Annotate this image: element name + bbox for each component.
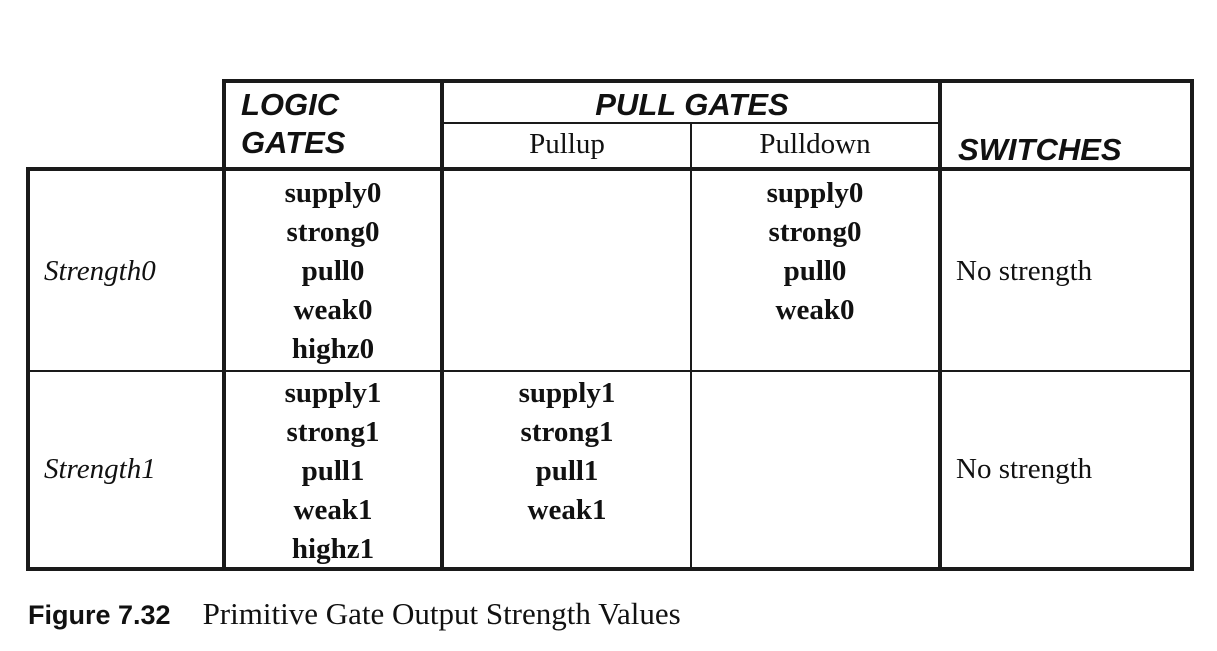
logic-gates-header-line2: GATES <box>241 125 346 160</box>
logic-gates-header: LOGIC GATES <box>241 86 346 162</box>
strength1-pullup-value: supply1 <box>518 377 616 409</box>
label-column-divider <box>222 79 226 571</box>
strength1-switches: No strength <box>956 453 1093 485</box>
strength1-logic-value: pull1 <box>301 455 365 487</box>
pull-column-divider <box>938 79 942 571</box>
logic-gates-header-line1: LOGIC <box>241 87 340 122</box>
strength1-pullup-value: weak1 <box>527 494 607 526</box>
figure-number: Figure 7.32 <box>28 600 171 630</box>
pullup-column-divider <box>690 122 692 571</box>
strength1-pullup-value: pull1 <box>535 455 599 487</box>
pulldown-header: Pulldown <box>759 128 871 160</box>
strength1-logic-value: weak1 <box>293 494 373 526</box>
strength1-logic-value: supply1 <box>284 377 382 409</box>
strength1-pullup: supply1 strong1 pull1 weak1 <box>444 374 690 530</box>
logic-column-divider <box>440 79 444 571</box>
header-bottom-border <box>26 167 1194 171</box>
table-top-border <box>222 79 1194 83</box>
strength0-switches: No strength <box>956 255 1093 287</box>
table-left-border <box>26 167 30 571</box>
strength0-logic-value: supply0 <box>284 177 382 209</box>
strength0-pulldown-value: weak0 <box>775 294 855 326</box>
figure-caption: Figure 7.32 Primitive Gate Output Streng… <box>28 596 681 632</box>
strength1-pullup-value: strong1 <box>520 416 614 448</box>
strength1-logic-value: strong1 <box>286 416 380 448</box>
row-label-strength1: Strength1 <box>44 453 156 485</box>
strength0-logic-gates: supply0 strong0 pull0 weak0 highz0 <box>226 174 440 369</box>
pull-gates-header: PULL GATES <box>595 87 789 122</box>
pullup-header: Pullup <box>529 128 605 160</box>
strength0-pulldown-value: pull0 <box>783 255 847 287</box>
row-label-strength0: Strength0 <box>44 255 156 287</box>
row-divider <box>26 370 1194 372</box>
strength0-logic-value: pull0 <box>301 255 365 287</box>
strength1-logic-value: highz1 <box>291 533 375 565</box>
strength1-logic-gates: supply1 strong1 pull1 weak1 highz1 <box>226 374 440 569</box>
switches-header: SWITCHES <box>958 132 1122 167</box>
strength0-logic-value: strong0 <box>286 216 380 248</box>
strength0-logic-value: highz0 <box>291 333 375 365</box>
table-right-border <box>1190 79 1194 571</box>
figure-title: Primitive Gate Output Strength Values <box>202 596 681 631</box>
strength0-pulldown: supply0 strong0 pull0 weak0 <box>692 174 938 330</box>
strength0-pulldown-value: strong0 <box>768 216 862 248</box>
strength0-pulldown-value: supply0 <box>766 177 864 209</box>
strength0-logic-value: weak0 <box>293 294 373 326</box>
table-bottom-border <box>26 567 1194 571</box>
